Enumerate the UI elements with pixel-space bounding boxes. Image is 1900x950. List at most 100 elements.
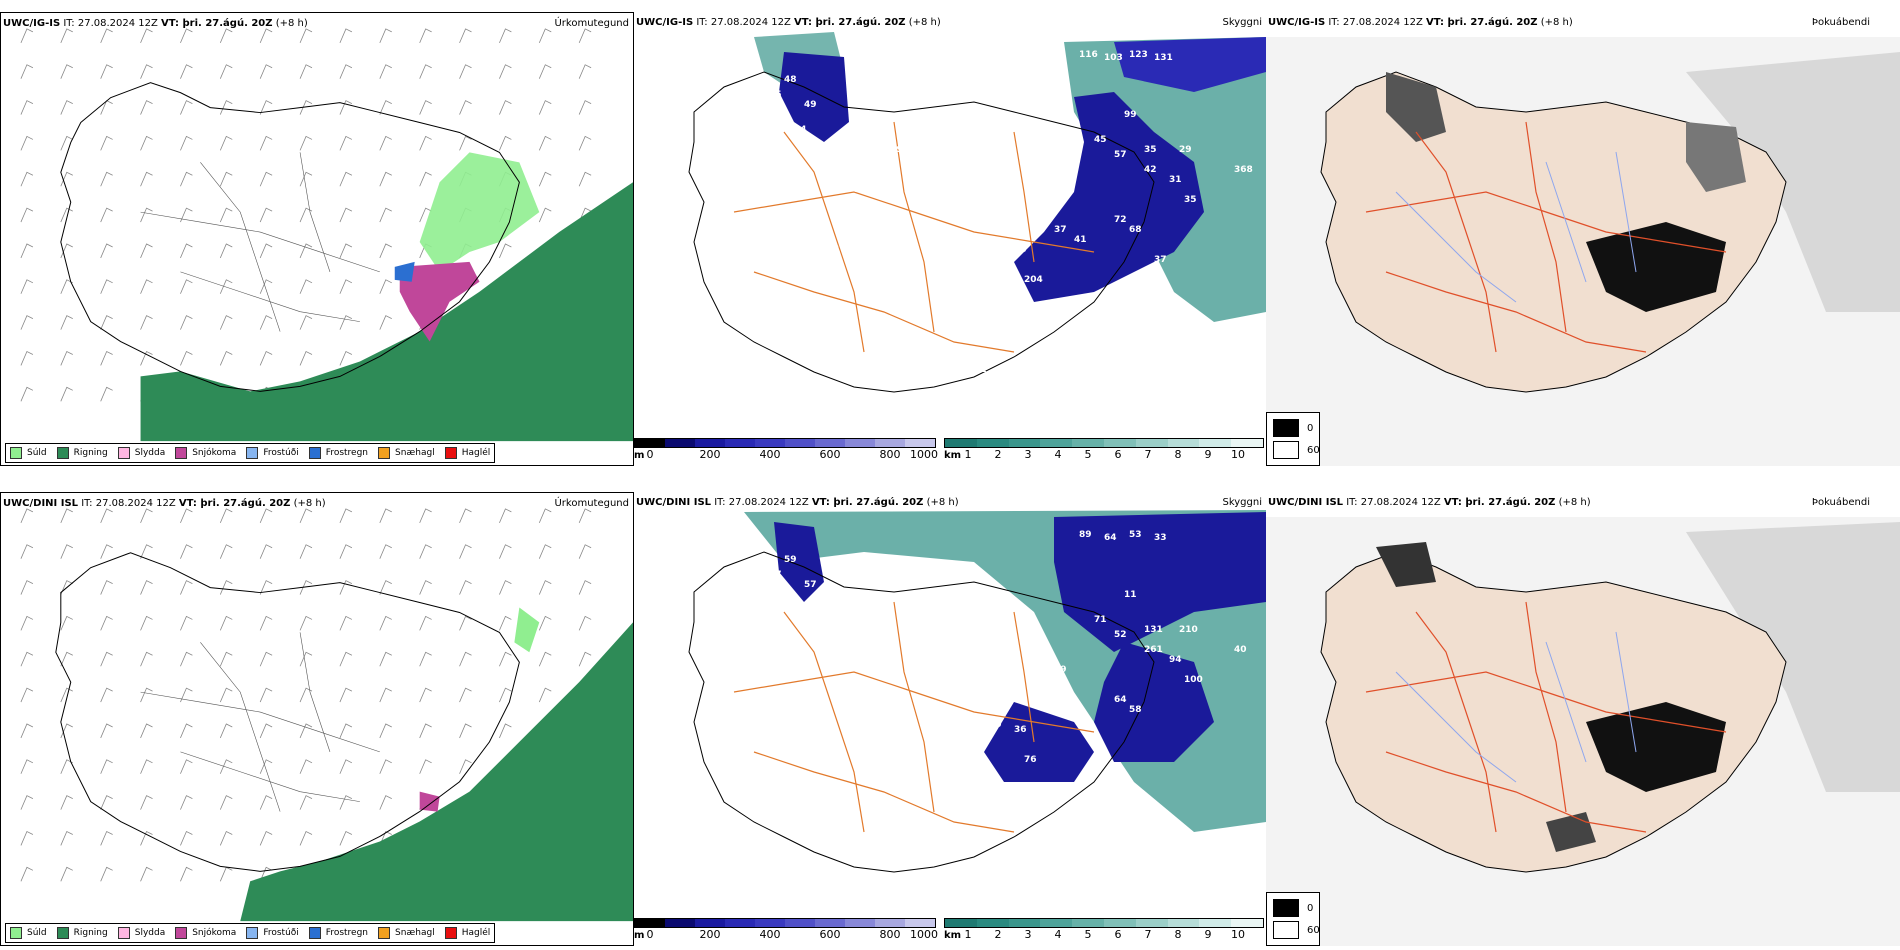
cloud-base-value: 49 — [804, 100, 817, 110]
wind-barb — [339, 508, 353, 524]
cloud-base-value: 29 — [1179, 145, 1192, 155]
cloud-base-value: 29 — [1054, 665, 1067, 675]
wind-barb — [379, 508, 392, 524]
wind-barb — [140, 759, 153, 774]
wind-barb — [60, 243, 73, 259]
wind-barb — [339, 350, 353, 366]
legend-item: Haglél — [444, 927, 490, 939]
cloud-base-value: 109 — [884, 145, 903, 155]
wind-barb — [538, 28, 552, 44]
wind-barb — [60, 615, 73, 631]
cloud-base-value: 31 — [1074, 715, 1087, 725]
wind-barb — [578, 135, 592, 151]
cloud-base-value: 58 — [1129, 705, 1142, 715]
wind-barb — [419, 544, 432, 559]
fog-legend-bottom: 0 60 — [1266, 892, 1320, 946]
fog-legend-item: 60 — [1273, 921, 1320, 939]
cloud-base-value: 99 — [1124, 110, 1137, 120]
wind-barb — [259, 544, 273, 559]
wind-barb — [379, 687, 392, 703]
wind-barb — [180, 207, 193, 223]
cloud-base-value: 52 — [1054, 185, 1067, 195]
wind-barb — [259, 687, 273, 703]
wind-barb — [100, 207, 113, 223]
wind-barb — [299, 759, 313, 774]
cloud-base-value: 52 — [994, 325, 1007, 335]
cloud-base-value: 10 — [1039, 305, 1052, 315]
wind-barb — [578, 508, 592, 524]
wind-barb — [339, 207, 353, 223]
wind-barb — [60, 544, 73, 559]
visibility-colorbar: km 1 2 3 4 5 6 7 8 9 10 — [944, 918, 1264, 941]
wind-barb — [538, 64, 552, 79]
cloud-base-value: 32 — [1054, 705, 1067, 715]
wind-barb — [339, 64, 353, 79]
cloud-base-value: 37 — [1054, 225, 1067, 235]
wind-barb — [180, 866, 193, 882]
wind-barb — [499, 580, 512, 595]
cloud-base-value: 100 — [1184, 675, 1203, 685]
wind-barb — [299, 580, 313, 595]
wind-barb — [100, 759, 113, 774]
wind-barb — [299, 315, 313, 330]
fog-map — [1266, 37, 1900, 466]
cloud-base-value: 60 — [964, 675, 977, 685]
wind-barb — [339, 830, 353, 846]
wind-barb — [219, 279, 233, 294]
wind-barb — [339, 135, 353, 151]
wind-barb — [60, 687, 73, 703]
wind-barb — [578, 615, 592, 631]
wind-barb — [339, 28, 353, 44]
wind-barb — [180, 651, 193, 667]
wind-barb — [299, 207, 313, 223]
wind-barb — [259, 279, 273, 294]
legend-item: Slydda — [117, 447, 165, 459]
wind-barb — [459, 687, 472, 703]
wind-barb — [299, 508, 313, 524]
cloud-base-value: 61 — [964, 195, 977, 205]
wind-barb — [459, 615, 472, 631]
wind-barb — [140, 350, 153, 366]
wind-barb — [100, 687, 113, 703]
wind-barb — [140, 64, 153, 79]
wind-barb — [578, 171, 592, 187]
fog-panel-top: UWC/IG-IS IT: 27.08.2024 12Z VT: þri. 27… — [1266, 12, 1900, 466]
panel-type: Þokuábendi — [1811, 497, 1870, 508]
wind-barb — [180, 28, 193, 44]
wind-barb — [140, 615, 153, 631]
legend-item: Snjókoma — [175, 447, 236, 459]
wind-barb — [20, 315, 34, 330]
fog-panel-bottom: UWC/DINI ISL IT: 27.08.2024 12Z VT: þri.… — [1266, 492, 1900, 946]
wind-barb — [379, 544, 392, 559]
wind-barb — [499, 64, 512, 79]
cloud-base-value: 48 — [784, 75, 797, 85]
wind-barb — [180, 580, 193, 595]
panel-title: UWC/IG-IS IT: 27.08.2024 12Z VT: þri. 27… — [636, 17, 941, 28]
wind-barb — [60, 723, 73, 739]
wind-barb — [299, 64, 313, 79]
cloud-base-value: 34 — [794, 125, 807, 135]
cloud-base-value: 45 — [1094, 135, 1107, 145]
wind-barb — [100, 544, 113, 559]
wind-barb — [100, 866, 113, 882]
wind-barb — [20, 866, 34, 882]
wind-barb — [100, 386, 113, 402]
cloud-base-colorbar: m 0 200 400 600 800 1000 — [634, 438, 944, 461]
wind-barb — [20, 28, 34, 44]
legend-item: Snjókoma — [175, 927, 236, 939]
wind-barb — [219, 544, 233, 559]
wind-barb — [459, 651, 472, 667]
wind-barb — [20, 795, 34, 810]
wind-barb — [459, 723, 472, 739]
wind-barb — [60, 171, 73, 187]
wind-barb — [379, 315, 392, 330]
colorbar-unit: m — [634, 930, 645, 941]
wind-barb — [459, 544, 472, 559]
wind-barb — [219, 615, 233, 631]
wind-barb — [299, 723, 313, 739]
wind-barb — [180, 171, 193, 187]
wind-barb — [499, 508, 512, 524]
wind-barb — [219, 759, 233, 774]
wind-barb — [60, 795, 73, 810]
wind-barb — [20, 279, 34, 294]
